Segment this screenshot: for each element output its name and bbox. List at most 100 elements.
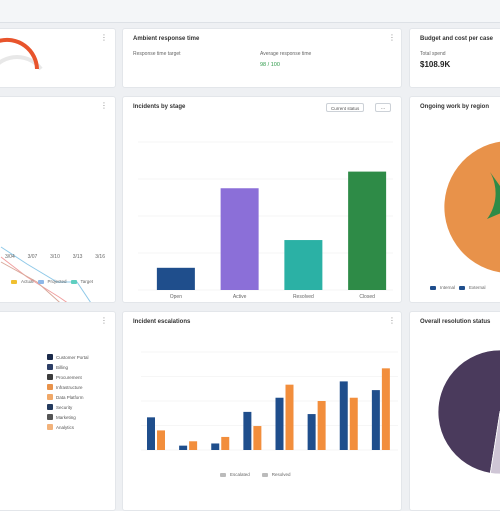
legend-label: Procurement — [56, 374, 82, 380]
bar — [284, 240, 323, 290]
bar-escalated — [243, 411, 252, 450]
legend-swatch — [37, 279, 44, 284]
legend-swatch — [47, 374, 53, 380]
legend-swatch — [70, 279, 77, 284]
bar-escalated — [339, 381, 348, 450]
legend-label: Resolved — [271, 472, 291, 477]
pie-slice-internal — [444, 141, 500, 273]
card-title: Overall resolution status — [420, 319, 491, 325]
legend-swatch — [430, 285, 436, 290]
card-title: Ongoing work by region — [420, 104, 489, 110]
more-options-icon[interactable]: ⋮ — [388, 316, 396, 325]
legend-item: Customer Portal — [47, 352, 89, 362]
incidents-by-stage-card: Incidents by stage Current status ⋯ Open… — [122, 96, 402, 303]
x-tick-label: Closed — [359, 294, 375, 300]
pie-slice-external — [487, 172, 500, 219]
bar — [348, 171, 387, 290]
response-right-label: Average response time — [260, 51, 312, 57]
x-tick-label: Resolved — [293, 294, 314, 300]
legend-label: External — [469, 285, 486, 290]
legend-swatch — [47, 414, 53, 420]
incident-escalations-card: Incident escalations ⋮ Escalated Resolve… — [122, 311, 402, 511]
legend-swatch — [47, 364, 53, 370]
x-tick: 3/13 — [72, 254, 83, 260]
legend-item: Infrastructure — [47, 382, 89, 392]
legend-label: Internal — [440, 285, 456, 290]
legend-swatch — [47, 404, 53, 410]
legend-swatch — [261, 472, 268, 477]
status-filter-dropdown[interactable]: Current status — [326, 103, 365, 112]
legend-label: Billing — [56, 364, 69, 370]
legend-swatch — [47, 424, 53, 430]
chart-menu-button[interactable]: ⋯ — [375, 103, 391, 112]
bar-escalated — [211, 443, 220, 450]
bar-escalated — [307, 414, 316, 450]
budget-value: $108.9K — [420, 60, 451, 69]
resolution-status-card: Overall resolution status — [409, 311, 500, 511]
pie-slice — [489, 411, 500, 475]
legend-label: Infrastructure — [56, 384, 83, 390]
legend-item: Data Platform — [47, 392, 89, 402]
legend-item: Analytics — [47, 422, 89, 432]
bar-resolved — [157, 430, 165, 450]
legend-label: Marketing — [56, 414, 76, 420]
legend-swatch — [11, 279, 17, 284]
legend-swatch — [459, 285, 466, 290]
legend-item: Billing — [47, 362, 89, 372]
bar-escalated — [371, 390, 380, 450]
legend-label: Target — [80, 279, 94, 284]
legend-item: Marketing — [47, 412, 89, 422]
more-options-icon[interactable]: ⋮ — [100, 316, 108, 325]
legend-item: Procurement — [47, 372, 89, 382]
card-title: Ambient response time — [133, 36, 200, 42]
legend-label: Escalated — [230, 472, 250, 477]
resolution-pie-chart — [437, 349, 500, 475]
burndown-x-ticks: 3/04 3/07 3/10 3/13 3/16 — [5, 254, 105, 260]
bar-resolved — [285, 384, 294, 450]
burndown-legend: Actual Projected Target — [11, 279, 93, 284]
x-tick-label: Open — [170, 294, 182, 300]
escalations-legend: Escalated Resolved — [220, 472, 291, 477]
burndown-chart — [0, 246, 91, 302]
ongoing-work-legend: Internal External — [430, 285, 486, 290]
satisfaction-gauge — [0, 37, 43, 71]
response-right-value: 98 / 100 — [260, 62, 280, 68]
x-tick: 3/07 — [27, 254, 38, 260]
legend-swatch — [47, 394, 53, 400]
card-title: Budget and cost per case — [420, 36, 494, 42]
budget-card: Budget and cost per case Total spend $10… — [409, 28, 500, 88]
bar-escalated — [147, 417, 155, 450]
bar-escalated — [179, 445, 188, 450]
escalations-bar-chart — [141, 351, 398, 451]
satisfaction-card: ⋮ — [0, 28, 116, 88]
legend-label: Data Platform — [56, 394, 84, 400]
x-tick: 3/10 — [50, 254, 60, 260]
more-options-icon[interactable]: ⋮ — [100, 101, 108, 110]
legend-label: Security — [56, 404, 73, 410]
x-tick-label: Active — [233, 294, 247, 300]
ongoing-work-card: Ongoing work by region Internal External — [409, 96, 500, 303]
bar-resolved — [253, 426, 262, 450]
response-left-label: Response time target — [133, 51, 181, 57]
legend-label: Actual — [21, 279, 34, 284]
category-legend: Customer Portal Billing Procurement Infrast… — [47, 352, 89, 432]
bar-escalated — [275, 397, 284, 450]
bar-resolved — [349, 397, 358, 450]
bar-resolved — [317, 401, 326, 450]
ongoing-work-pie — [444, 141, 500, 273]
bar — [156, 267, 195, 290]
card-title: Incident escalations — [133, 319, 191, 325]
legend-swatch — [47, 354, 53, 360]
response-time-card: Ambient response time Response time targ… — [122, 28, 402, 88]
top-bar — [0, 0, 500, 23]
legend-swatch — [47, 384, 53, 390]
x-tick: 3/16 — [95, 254, 105, 260]
more-options-icon[interactable]: ⋮ — [388, 33, 396, 42]
legend-label: Analytics — [56, 424, 75, 430]
bar-resolved — [381, 368, 390, 450]
stage-bar-chart: Open Active Resolved Closed — [138, 141, 393, 300]
legend-swatch — [220, 472, 226, 477]
bar-resolved — [221, 436, 230, 450]
more-options-icon[interactable]: ⋮ — [100, 33, 108, 42]
category-legend-card: ⋮ Customer Portal Billing Procurement Infra… — [0, 311, 116, 511]
